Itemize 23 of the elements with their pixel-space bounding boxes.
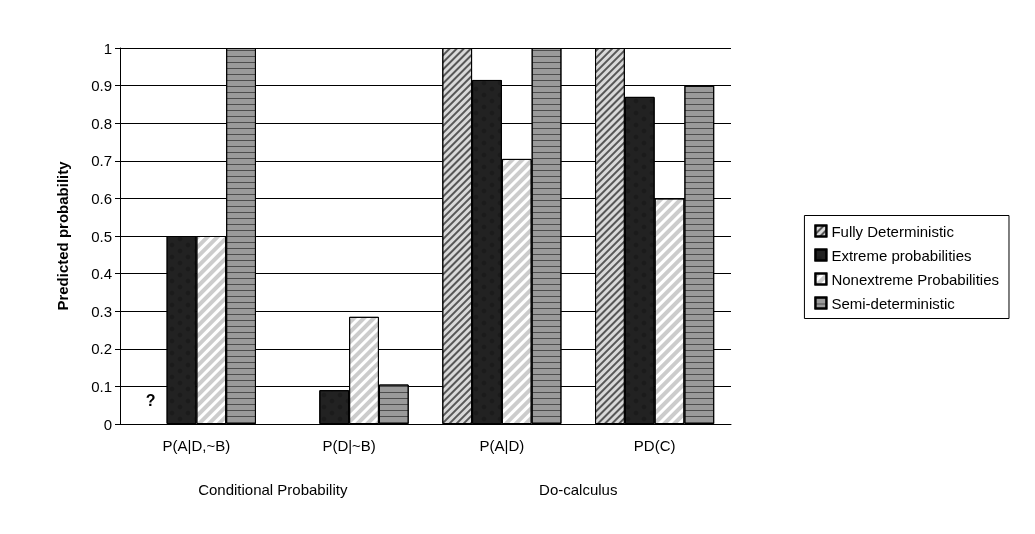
y-tick-label: 0.6 xyxy=(91,189,112,207)
x-tick-label: P(A|D) xyxy=(479,437,525,454)
y-tick-label: 1 xyxy=(103,39,112,57)
y-tick-label: 0 xyxy=(103,415,112,433)
x-tick-label: PD(C) xyxy=(633,437,676,454)
text: Do-calculus xyxy=(539,481,618,498)
text: Conditional Probability xyxy=(198,481,348,498)
y-tick-label: 0.8 xyxy=(91,114,112,132)
legend-label: Semi-deterministic xyxy=(831,294,956,312)
y-tick-label: 0.9 xyxy=(91,77,112,95)
y-axis-title: Predicted probability xyxy=(54,160,71,311)
y-tick-label: 0.4 xyxy=(91,265,112,283)
y-tick-label: 0.1 xyxy=(91,377,112,395)
x-tick-label: P(A|D,~B) xyxy=(162,437,231,454)
annotation: ? xyxy=(145,391,156,409)
legend-label: Fully Deterministic xyxy=(831,222,955,240)
legend-label: Nonextreme Probabilities xyxy=(831,270,999,288)
y-tick-label: 0.7 xyxy=(91,152,112,170)
y-tick-label: 0.3 xyxy=(91,302,112,320)
y-tick-label: 0.2 xyxy=(91,340,112,358)
y-tick-label: 0.5 xyxy=(91,227,112,245)
x-tick-label: P(D|~B) xyxy=(322,437,376,454)
legend-label: Extreme probabilities xyxy=(831,246,972,264)
